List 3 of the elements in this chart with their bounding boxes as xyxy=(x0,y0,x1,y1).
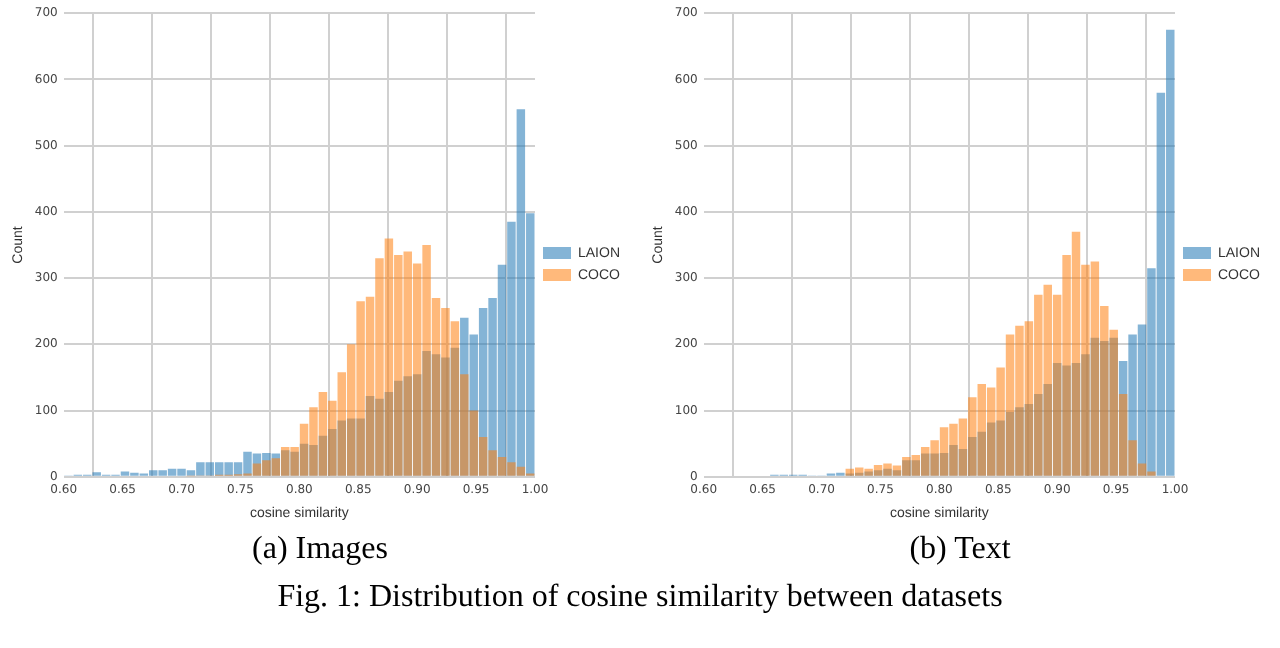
text: (a) Images xyxy=(250,530,390,570)
caption: Fig. 1: Distribution of cosine similarity between datasets xyxy=(275,580,1005,616)
text: (b) Text xyxy=(907,530,1013,570)
